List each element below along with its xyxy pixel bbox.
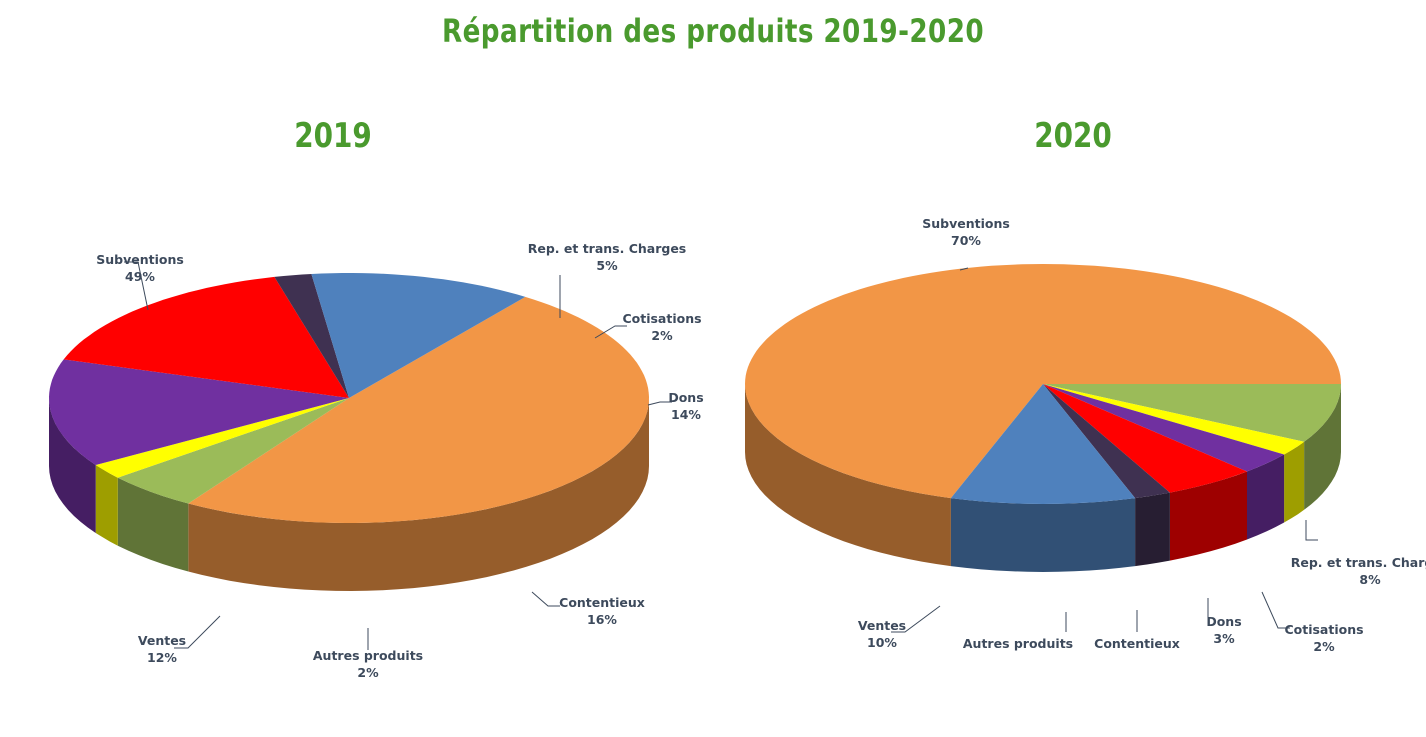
leader-line-2020-subventions <box>959 267 969 271</box>
leader-line-2020-cotisations <box>1261 591 1290 629</box>
leader-line-2019-ventes <box>174 615 221 649</box>
pie-labels-2019: Subventions 49% Rep. et trans. Charges 5% Co… <box>96 241 703 680</box>
slice-value-2019-ventes: 12% <box>147 650 177 665</box>
pie-labels-2020: Subventions 70% Rep. et trans. Charges 8% Co… <box>858 216 1426 654</box>
leader-line-2020-rep-et-trans-charges <box>1305 520 1318 541</box>
slice-value-2020-rep-et-trans-charges: 8% <box>1359 572 1381 587</box>
chart-title-2019: 2019 <box>294 116 372 156</box>
pie-slice-2020-dons <box>1043 384 1285 472</box>
pie-slice-2019-autres-produits <box>274 274 349 398</box>
slice-label-2019-rep-et-trans-charges: Rep. et trans. Charges <box>528 241 687 256</box>
slice-label-2020-subventions: Subventions <box>922 216 1010 231</box>
pie-slice-2020-contentieux <box>1043 384 1247 493</box>
slice-label-2020-contentieux: Contentieux <box>1094 636 1180 651</box>
pie-slice-2019-contentieux <box>63 276 349 398</box>
pie-slice-2019-rep-et-trans-charges <box>117 398 349 504</box>
pie-side-2019-subventions <box>188 398 650 591</box>
slice-label-2020-autres-produits: Autres produits <box>963 636 1073 651</box>
slice-value-2019-subventions: 49% <box>125 269 155 284</box>
slice-value-2020-subventions: 70% <box>951 233 981 248</box>
pie-slice-2019-subventions <box>188 296 650 523</box>
slice-value-2019-autres-produits: 2% <box>357 665 379 680</box>
slice-label-2019-autres-produits: Autres produits <box>313 648 423 663</box>
pie-chart-2019: Subventions 49% Rep. et trans. Charges 5% Co… <box>49 241 704 680</box>
chart-title-2020: 2020 <box>1034 116 1112 156</box>
pie-side-2020-subventions <box>745 384 951 567</box>
slice-label-2019-subventions: Subventions <box>96 252 184 267</box>
pie-slice-2020-rep-et-trans-charges <box>1043 384 1341 442</box>
slice-value-2019-dons: 14% <box>671 407 701 422</box>
pie-side-2020-dons <box>1247 454 1285 540</box>
pie-sides-2019 <box>49 398 650 591</box>
slice-label-2020-ventes: Ventes <box>858 618 906 633</box>
pie-slice-2020-cotisations <box>1043 384 1305 455</box>
leader-line-2020-ventes <box>891 605 941 633</box>
slice-label-2019-ventes: Ventes <box>138 633 186 648</box>
pie-sides-2020 <box>745 384 1341 572</box>
pie-slice-2020-subventions <box>745 264 1341 499</box>
slice-label-2019-dons: Dons <box>668 390 703 405</box>
pie-side-2020-ventes <box>950 498 1136 572</box>
slice-value-2020-ventes: 10% <box>867 635 897 650</box>
pie-slice-2019-cotisations <box>95 398 349 478</box>
pie-chart-2020: Subventions 70% Rep. et trans. Charges 8% Co… <box>745 216 1426 654</box>
pie-slice-2019-ventes <box>311 273 526 398</box>
slice-value-2019-rep-et-trans-charges: 5% <box>596 258 618 273</box>
slice-label-2020-cotisations: Cotisations <box>1284 622 1363 637</box>
pie-side-2019-cotisations <box>95 465 118 546</box>
pie-slice-2019-dons <box>49 359 349 465</box>
pie-side-2020-cotisations <box>1284 441 1305 523</box>
slice-value-2020-dons: 3% <box>1213 631 1235 646</box>
slice-value-2019-cotisations: 2% <box>651 328 673 343</box>
pie-side-2019-dons <box>49 398 96 533</box>
pie-side-2020-autres-produits <box>1135 492 1170 567</box>
leader-line-2019-dons <box>647 401 672 406</box>
pie-side-2019-rep-et-trans-charges <box>117 477 189 572</box>
slice-label-2019-contentieux: Contentieux <box>559 595 645 610</box>
pie-top-2019 <box>49 273 650 523</box>
slice-label-2020-rep-et-trans-charges: Rep. et trans. Charges <box>1291 555 1426 570</box>
slice-label-2020-dons: Dons <box>1206 614 1241 629</box>
pie-slice-2020-ventes <box>950 384 1136 504</box>
pie-top-2020 <box>745 264 1341 504</box>
slice-label-2019-cotisations: Cotisations <box>622 311 701 326</box>
pie-side-2020-contentieux <box>1169 471 1247 561</box>
leader-line-2019-subventions <box>124 261 149 311</box>
pie-slice-2020-autres-produits <box>1043 384 1170 499</box>
slice-value-2019-contentieux: 16% <box>587 612 617 627</box>
pie-side-2020-rep-et-trans-charges <box>1304 384 1341 510</box>
leader-line-2019-contentieux <box>531 591 560 607</box>
page-title: Répartition des produits 2019-2020 <box>441 12 985 50</box>
slice-value-2020-cotisations: 2% <box>1313 639 1335 654</box>
leader-line-2019-cotisations <box>594 325 627 339</box>
